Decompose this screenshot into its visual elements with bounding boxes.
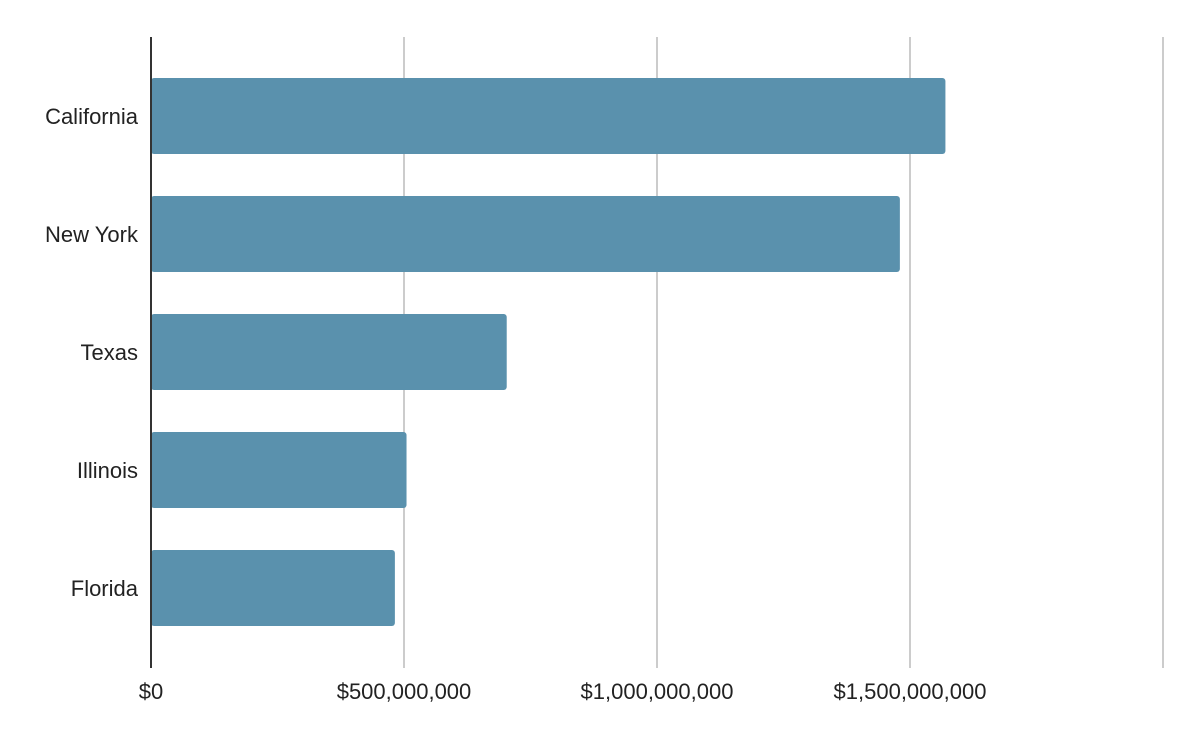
bar[interactable] <box>151 432 407 508</box>
labels: $0 $500,000,000 $1,000,000,000 $1,500,000,0… <box>45 104 986 704</box>
bar[interactable] <box>151 550 395 626</box>
y-category-label: New York <box>45 222 139 247</box>
bar[interactable] <box>151 314 507 390</box>
x-tick-label: $1,000,000,000 <box>581 679 734 704</box>
y-category-label: Florida <box>71 576 139 601</box>
bar[interactable] <box>151 196 900 272</box>
y-category-label: Illinois <box>77 458 138 483</box>
x-tick-label: $500,000,000 <box>337 679 472 704</box>
x-tick-label: $0 <box>139 679 163 704</box>
bar[interactable] <box>151 78 946 154</box>
bars <box>151 78 946 626</box>
x-tick-label: $1,500,000,000 <box>834 679 987 704</box>
y-category-label: Texas <box>81 340 138 365</box>
y-category-label: California <box>45 104 139 129</box>
